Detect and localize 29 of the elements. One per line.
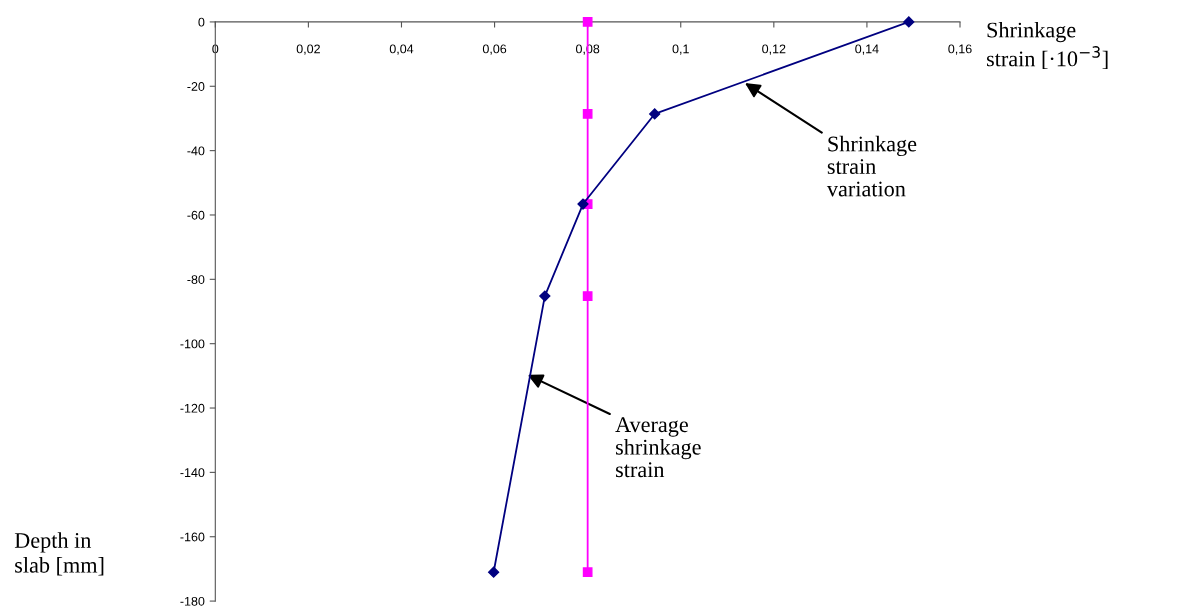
y-tick-label: -120	[180, 403, 205, 413]
x-tick-label: 0,16	[948, 44, 972, 55]
y-tick-label: -40	[187, 146, 205, 156]
y-tick-label: -180	[180, 596, 205, 606]
point	[539, 290, 551, 302]
y-tick-label: -100	[180, 339, 205, 349]
point	[582, 291, 593, 301]
x-tick-label: 0,12	[762, 44, 786, 55]
y-tick-label: 0	[198, 17, 205, 27]
point	[582, 17, 593, 27]
y-tick-label: -160	[180, 532, 205, 542]
x-tick-label: 0,02	[296, 44, 320, 55]
y-tick-label: -20	[187, 82, 205, 91]
x-tick-label: 0,06	[482, 44, 507, 55]
x-axis-title: Shrinkage strain [·10$^{−3}$]	[986, 21, 1108, 70]
point	[488, 566, 500, 578]
y-tick-label: -60	[187, 210, 205, 220]
point	[903, 16, 915, 28]
x-tick-label: 0,1	[672, 44, 689, 55]
x-tick-label: 0,14	[855, 44, 879, 55]
point	[582, 567, 593, 577]
annotation: Average shrinkage strain	[615, 417, 701, 478]
y-tick-label: -80	[187, 275, 205, 284]
x-tick-label: 0,04	[389, 44, 414, 55]
annotation: Shrinkage strain variation	[826, 135, 917, 197]
point	[649, 108, 661, 120]
y-tick-label: -140	[180, 468, 205, 478]
y-axis-title: Depth in slab [mm]	[14, 532, 104, 576]
point	[582, 109, 593, 119]
